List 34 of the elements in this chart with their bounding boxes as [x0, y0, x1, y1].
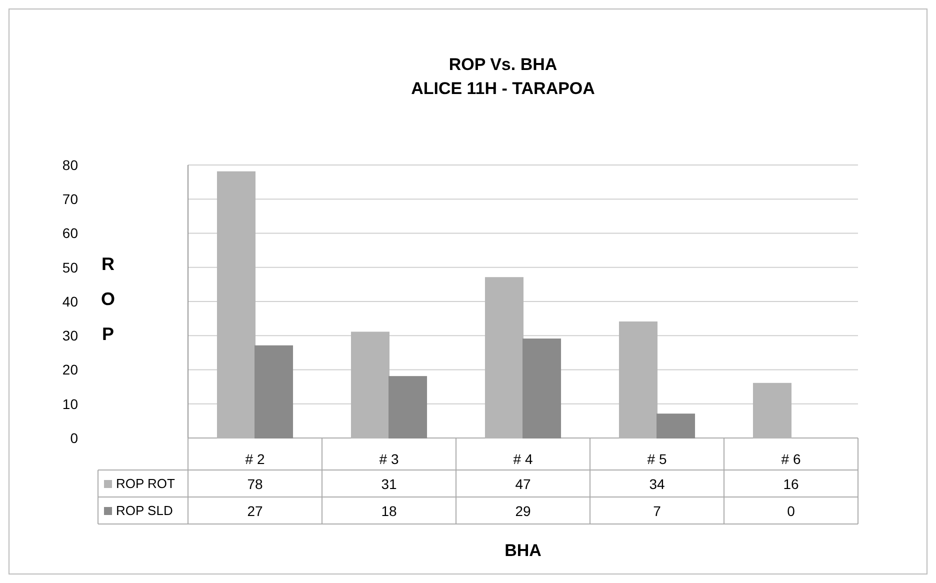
data-label: 34: [649, 476, 665, 492]
data-label: 0: [787, 503, 796, 519]
x-tick-label: # 6: [781, 451, 801, 467]
y-axis-title: ROP: [100, 254, 116, 344]
y-tick-label: 60: [62, 225, 78, 242]
y-tick-label: 40: [62, 293, 78, 310]
y-tick-label: 30: [62, 328, 78, 344]
bar: [656, 414, 696, 438]
y-tick-label: 10: [62, 396, 78, 412]
y-tick-label: 50: [62, 259, 78, 276]
data-label: 29: [515, 503, 531, 519]
x-tick-label: # 4: [513, 451, 533, 467]
y-tick-label: 80: [62, 156, 78, 173]
chart-subtitle: ALICE 11H - TARAPOA: [411, 79, 595, 98]
bar: [388, 376, 428, 438]
data-label: 47: [515, 476, 531, 492]
legend-label: ROP SLD: [116, 503, 173, 518]
data-label: 78: [247, 476, 263, 492]
bar: [254, 345, 294, 438]
y-tick-label: 20: [62, 362, 78, 378]
x-tick-label: # 5: [647, 451, 667, 467]
data-label: 7: [653, 503, 662, 519]
data-label: 16: [783, 476, 799, 492]
chart-title: ROP Vs. BHA: [448, 55, 558, 74]
x-axis-title: BHA: [504, 541, 542, 560]
bar: [522, 338, 562, 438]
x-tick-label: # 2: [245, 451, 265, 467]
x-tick-label: # 3: [379, 451, 399, 467]
data-label: 27: [247, 503, 263, 519]
data-label: 31: [381, 476, 397, 492]
data-label: 18: [381, 503, 397, 519]
y-tick-label: 70: [62, 191, 78, 208]
y-tick-label: 0: [70, 430, 78, 446]
legend-label: ROP ROT: [116, 476, 176, 491]
